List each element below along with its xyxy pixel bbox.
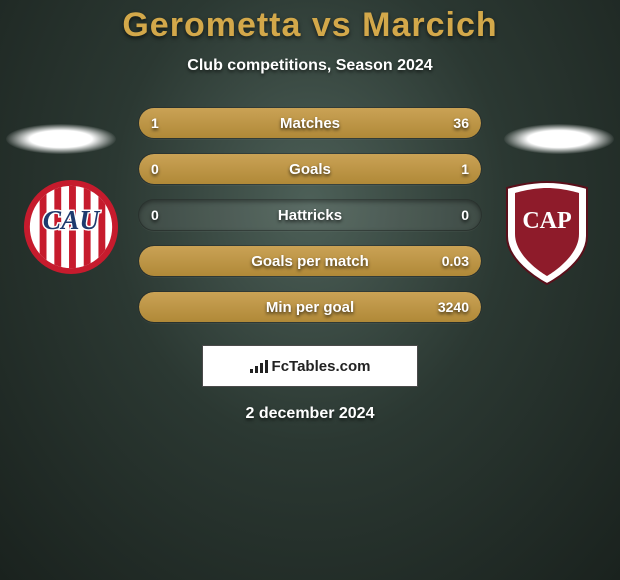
club-badge-right-svg: CAP: [496, 178, 598, 288]
stat-value-right: 3240: [438, 299, 469, 315]
svg-text:CAU: CAU: [43, 205, 101, 235]
stat-row: 1 Matches 36: [138, 107, 482, 139]
stat-value-right: 0: [461, 207, 469, 223]
stat-value-right: 1: [461, 161, 469, 177]
club-badge-right: CAP: [496, 178, 598, 288]
stat-row: Goals per match 0.03: [138, 245, 482, 277]
player-shadow-right: [504, 124, 614, 154]
stat-value-right: 0.03: [442, 253, 469, 269]
brand-text: FcTables.com: [272, 358, 371, 375]
stats-container: 1 Matches 36 0 Goals 1 0 Hattricks 0 Goals per ma…: [138, 107, 482, 323]
stat-row: 0 Hattricks 0: [138, 199, 482, 231]
player-shadow-left: [6, 124, 116, 154]
club-badge-left-svg: CAU: [22, 178, 120, 276]
stat-label: Min per goal: [266, 299, 354, 316]
stat-label: Goals: [289, 161, 331, 178]
stat-value-left: 0: [151, 207, 159, 223]
stat-label: Goals per match: [251, 253, 369, 270]
page-title: Gerometta vs Marcich: [0, 6, 620, 45]
bars-icon: [250, 359, 268, 373]
brand-box: FcTables.com: [202, 345, 418, 387]
stat-row: Min per goal 3240: [138, 291, 482, 323]
stat-row: 0 Goals 1: [138, 153, 482, 185]
stat-fill-left: [139, 108, 148, 138]
subtitle: Club competitions, Season 2024: [0, 57, 620, 75]
svg-text:CAP: CAP: [522, 208, 571, 234]
date-label: 2 december 2024: [0, 405, 620, 423]
stat-label: Hattricks: [278, 207, 342, 224]
stat-value-right: 36: [453, 115, 469, 131]
infographic: Gerometta vs Marcich Club competitions, …: [0, 0, 620, 423]
stat-value-left: 0: [151, 161, 159, 177]
stat-label: Matches: [280, 115, 340, 132]
stat-value-left: 1: [151, 115, 159, 131]
club-badge-left: CAU: [22, 178, 120, 276]
